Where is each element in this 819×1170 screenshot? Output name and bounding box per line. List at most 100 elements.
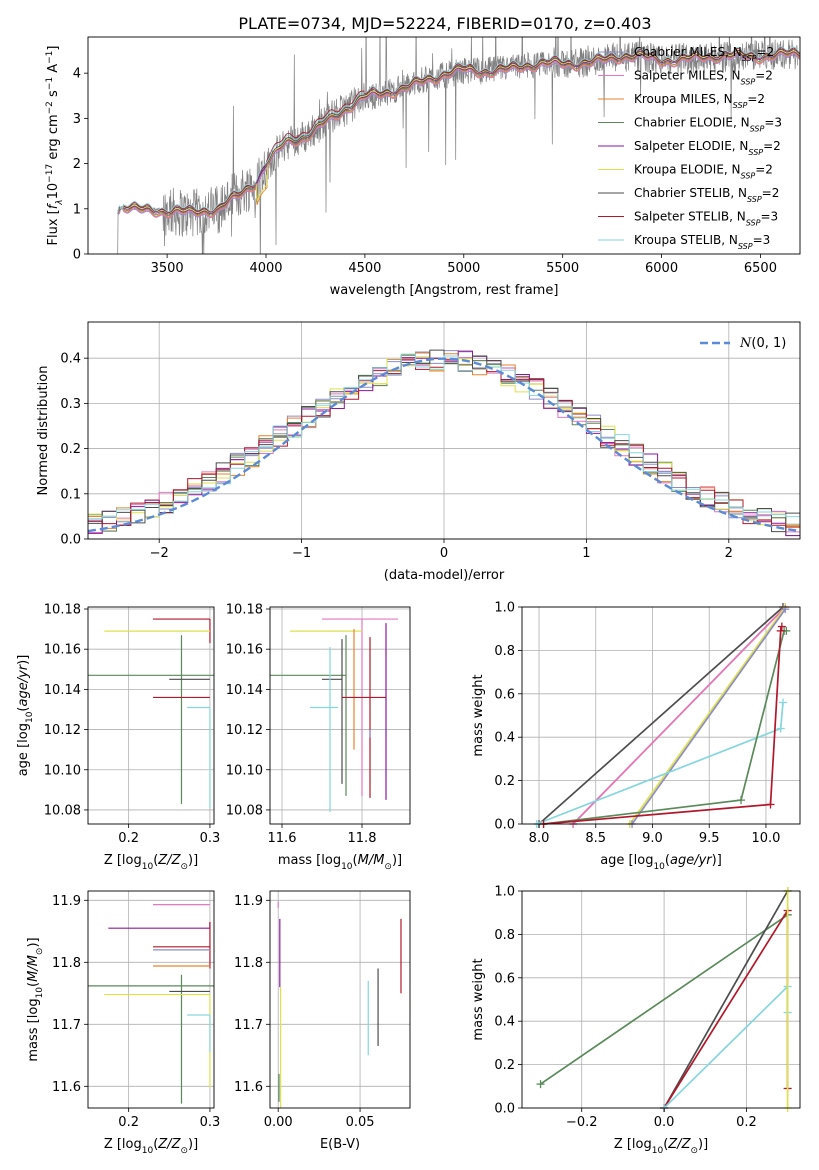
axes-frame bbox=[521, 890, 801, 1109]
legend-series-name: Kroupa MILES, N bbox=[634, 92, 733, 106]
label-part: )] bbox=[188, 1137, 198, 1152]
y-tick-label: 0 bbox=[73, 248, 81, 263]
model-spectrum-line bbox=[117, 52, 800, 219]
x-tick-label: 6500 bbox=[744, 261, 777, 276]
label-part: )] bbox=[188, 853, 198, 868]
model-spectrum-line bbox=[117, 50, 800, 215]
legend-normal-args: (0, 1) bbox=[751, 336, 786, 351]
y-tick-label: 0.0 bbox=[494, 1102, 515, 1117]
x-tick-label: 0.2 bbox=[736, 1115, 757, 1130]
legend-series-name: Chabrier ELODIE, N bbox=[634, 116, 750, 130]
legend-nssp-value: =2 bbox=[763, 139, 781, 153]
age-vs-Z-x-label: Z [log10(Z/Z⊙)] bbox=[104, 853, 198, 872]
residuals-plot-area bbox=[88, 349, 800, 539]
label-part: Z [log bbox=[614, 1137, 652, 1152]
mass-weight-curve bbox=[631, 608, 786, 825]
legend-label: Salpeter ELODIE, NSSP=2 bbox=[634, 139, 781, 157]
mass-weight-curve bbox=[540, 914, 789, 1085]
label-part: age/yr bbox=[670, 853, 713, 868]
y-tick-label: 0.2 bbox=[494, 774, 515, 789]
legend-label: Kroupa STELIB, NSSP=3 bbox=[634, 233, 770, 251]
y-tick-label: 0.8 bbox=[494, 928, 515, 943]
label-part: age [log bbox=[16, 723, 31, 776]
y-tick-label: 11.7 bbox=[234, 1018, 263, 1033]
legend-nssp-sub: SSP bbox=[741, 77, 756, 86]
legend-nssp-sub: SSP bbox=[742, 54, 757, 63]
mass-weight-vs-Z-panel: −0.2 0.0 0.2 0.0 0.2 0.4 0.6 0.8 1.0 Z [log10(Z/Z… bbox=[471, 885, 801, 1156]
label-part: −2 bbox=[45, 101, 55, 114]
y-tick-label: 0.4 bbox=[60, 352, 81, 367]
legend-label: Chabrier ELODIE, NSSP=3 bbox=[634, 116, 782, 134]
mass-weight-vs-Z-y-label: mass weight bbox=[471, 958, 486, 1040]
x-tick-label: 0 bbox=[440, 546, 448, 561]
axes-frame bbox=[269, 890, 411, 1109]
legend-series-name: Chabrier STELIB, N bbox=[634, 186, 747, 200]
label-part: −1 bbox=[45, 77, 55, 90]
x-tick-label: 8.0 bbox=[529, 831, 550, 846]
axes-frame bbox=[521, 606, 801, 825]
mass-weight-vs-age-panel: 8.0 8.5 9.0 9.5 10.0 0.0 0.2 0.4 0.6 0.8 1.0 age [l… bbox=[471, 601, 801, 872]
y-tick-label: 10.18 bbox=[44, 603, 81, 618]
y-tick-label: 0.6 bbox=[494, 687, 515, 702]
label-part: ⊙ bbox=[690, 1146, 698, 1156]
mass-vs-EBV-x-label: E(B-V) bbox=[320, 1137, 360, 1152]
label-part: 10 bbox=[46, 183, 61, 200]
x-tick-label: 3500 bbox=[151, 261, 184, 276]
spectrum-x-label: wavelength [Angstrom, rest frame] bbox=[330, 283, 559, 298]
label-part: ( bbox=[153, 853, 158, 868]
y-tick-label: 1.0 bbox=[494, 885, 515, 900]
x-tick-label: 9.0 bbox=[642, 831, 663, 846]
residuals-x-label: (data-model)/error bbox=[384, 568, 505, 583]
label-part: mass [log bbox=[26, 998, 41, 1061]
label-part: Z/Z bbox=[157, 853, 181, 868]
x-tick-label: 2 bbox=[725, 546, 733, 561]
residuals-legend: N(0, 1) bbox=[700, 336, 786, 351]
residual-histogram bbox=[88, 358, 800, 537]
residual-histogram bbox=[88, 349, 800, 533]
age-vs-mass-x-label: mass [log10(M/M⊙)] bbox=[278, 853, 402, 872]
age-vs-mass-panel: 11.6 11.8 10.08 10.10 10.12 10.14 10.16 10.18 ma… bbox=[226, 603, 411, 872]
y-tick-label: 0.3 bbox=[60, 397, 81, 412]
mass-vs-Z-y-label: mass [log10(M/M⊙)] bbox=[26, 937, 45, 1061]
legend-nssp-sub: SSP bbox=[738, 242, 753, 251]
label-part: 10 bbox=[25, 711, 35, 723]
label-part: ( bbox=[26, 982, 41, 987]
residual-histogram bbox=[88, 355, 800, 539]
y-tick-label: 0.4 bbox=[494, 1015, 515, 1030]
x-tick-label: 1 bbox=[582, 546, 590, 561]
y-tick-label: 11.7 bbox=[52, 1018, 81, 1033]
y-tick-label: 10.12 bbox=[44, 723, 81, 738]
label-part: 10 bbox=[341, 862, 353, 872]
legend-series-name: Salpeter ELODIE, N bbox=[634, 139, 748, 153]
legend-series-name: Chabrier MILES, N bbox=[634, 45, 742, 59]
x-tick-label: 4500 bbox=[348, 261, 381, 276]
label-part: Z [log bbox=[104, 853, 142, 868]
y-tick-label: 11.8 bbox=[234, 956, 263, 971]
label-part: 10 bbox=[35, 987, 45, 999]
legend-nssp-value: =3 bbox=[764, 116, 782, 130]
y-tick-label: 11.9 bbox=[234, 894, 263, 909]
label-part: age [log bbox=[600, 853, 653, 868]
y-tick-label: 0.6 bbox=[494, 971, 515, 986]
spectrum-plot-area bbox=[117, 37, 800, 254]
mass-vs-Z-plot-area bbox=[88, 904, 214, 1104]
label-part: λ bbox=[55, 199, 65, 205]
spectrum-panel: 3500 4000 4500 5000 5500 6000 6500 0 1 2 3 4 wavelen… bbox=[45, 36, 801, 298]
label-part: A bbox=[46, 64, 61, 77]
label-part: M/M bbox=[358, 853, 385, 868]
mass-weight-vs-age-x-label: age [log10(age/yr)] bbox=[600, 853, 722, 872]
label-part: 10 bbox=[142, 1146, 154, 1156]
legend-nssp-value: =2 bbox=[755, 163, 773, 177]
mass-vs-Z-x-label: Z [log10(Z/Z⊙)] bbox=[104, 1137, 198, 1156]
label-part: )] bbox=[16, 655, 31, 665]
label-part: −1 bbox=[45, 51, 55, 64]
axes-frame bbox=[87, 890, 215, 1109]
mass-vs-Z-panel: 0.2 0.311.611.711.811.9Z [log10(Z/Z⊙)]mas… bbox=[26, 890, 220, 1156]
legend-nssp-sub: SSP bbox=[746, 218, 761, 227]
label-part: ⊙ bbox=[180, 1146, 188, 1156]
legend-nssp-value: =2 bbox=[747, 92, 765, 106]
x-tick-label: 9.5 bbox=[699, 831, 720, 846]
label-part: ⊙ bbox=[180, 862, 188, 872]
spectrum-title: PLATE=0734, MJD=52224, FIBERID=0170, z=0… bbox=[238, 14, 651, 33]
